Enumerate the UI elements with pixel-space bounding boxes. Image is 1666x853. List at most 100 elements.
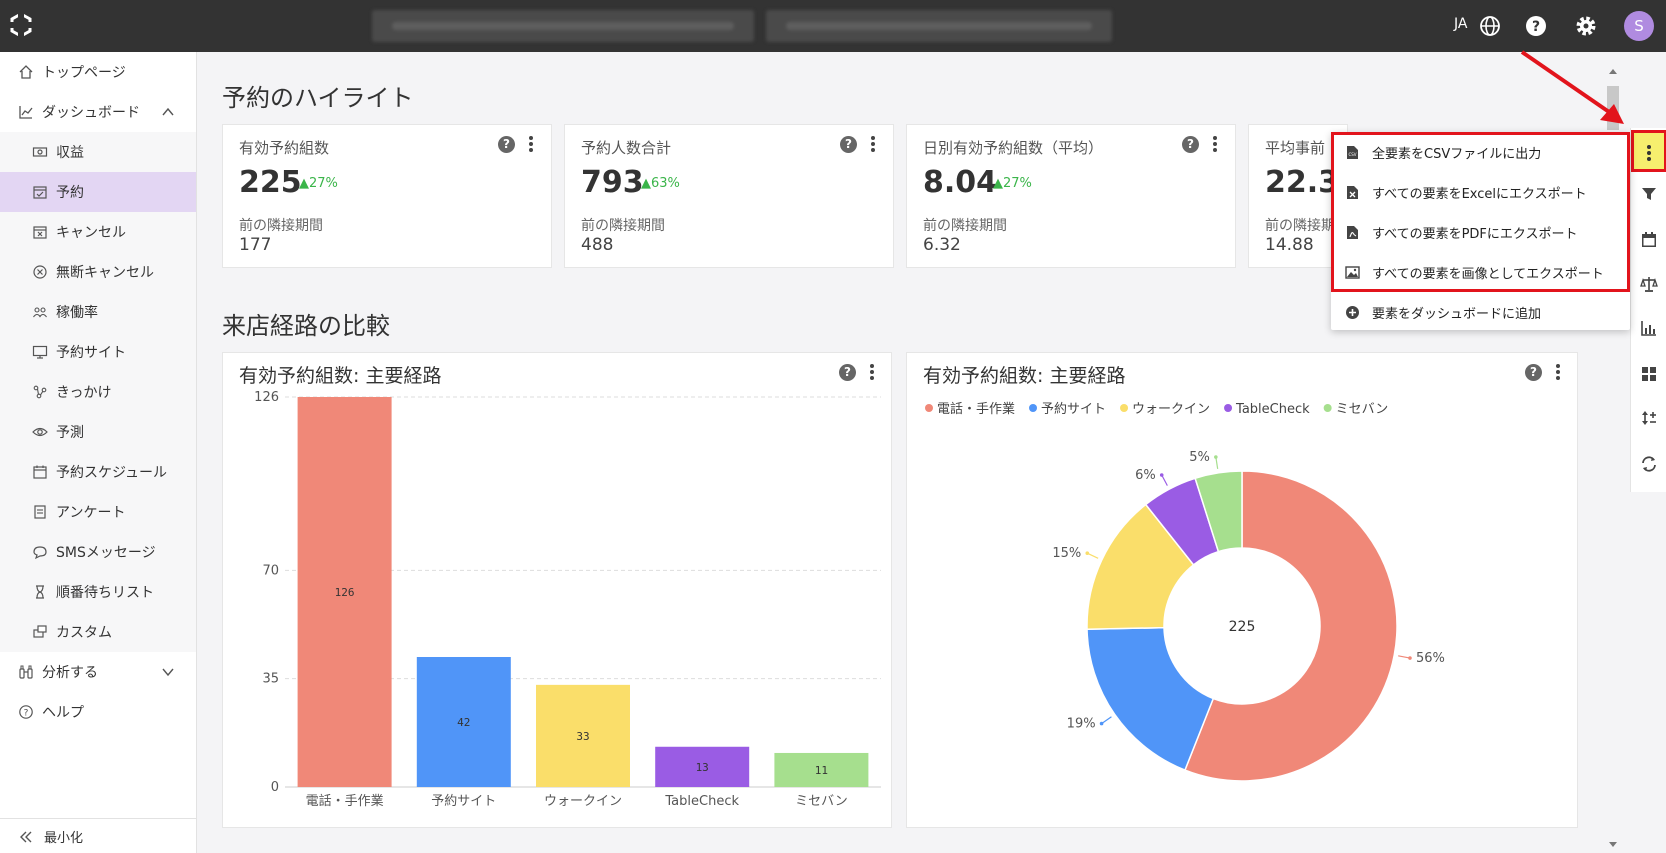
calendar-x-icon <box>33 226 47 239</box>
refresh-button[interactable] <box>1631 444 1666 484</box>
donut-slice[interactable] <box>1183 470 1398 782</box>
sidebar-item-label: きっかけ <box>56 385 112 401</box>
monitor-icon <box>32 345 48 359</box>
sidebar-item-forecast[interactable]: 予測 <box>0 412 196 452</box>
bar-chart-icon <box>1641 321 1656 336</box>
donut-slice[interactable] <box>1086 626 1215 772</box>
user-avatar[interactable]: S <box>1624 11 1654 41</box>
filter-button[interactable] <box>1631 174 1666 214</box>
menu-item-label: 要素をダッシュボードに追加 <box>1372 306 1542 322</box>
more-vertical-icon[interactable] <box>870 135 876 153</box>
sidebar-item-label: 分析する <box>42 665 98 681</box>
sidebar-item-cancel[interactable]: キャンセル <box>0 212 196 252</box>
highlights-title: 予約のハイライト <box>222 84 414 112</box>
calendar-button[interactable] <box>1631 220 1666 260</box>
sidebar-item-dashboard[interactable]: ダッシュボード <box>0 92 196 132</box>
top-bar: JA ? S <box>0 0 1666 52</box>
chevron-down-icon[interactable] <box>160 664 176 680</box>
donut-chart-card: 有効予約組数: 主要経路 ? 電話・手作業 予約サイト ウォークイン TableChe… <box>906 352 1578 828</box>
scroll-arrows-icon <box>1609 69 1617 847</box>
sidebar-item-reservations[interactable]: 予約 <box>0 172 196 212</box>
gear-icon[interactable] <box>1573 13 1599 39</box>
sidebar-item-help[interactable]: ? ヘルプ <box>0 692 196 732</box>
y-tick-label: 70 <box>262 563 279 578</box>
more-vertical-icon[interactable] <box>528 135 534 153</box>
blurred-selector-1[interactable] <box>372 10 754 42</box>
x-tick-label: 電話・手作業 <box>306 793 384 809</box>
sidebar-item-occupancy[interactable]: 稼働率 <box>0 292 196 332</box>
help-icon[interactable]: ? <box>839 364 856 381</box>
bar[interactable] <box>655 746 750 787</box>
language-label[interactable]: JA <box>1454 16 1468 32</box>
menu-item-export-excel[interactable]: すべての要素をExcelにエクスポート <box>1331 172 1630 212</box>
menu-item-export-image[interactable]: すべての要素を画像としてエクスポート <box>1331 252 1630 292</box>
sidebar-item-trigger[interactable]: きっかけ <box>0 372 196 412</box>
help-icon[interactable]: ? <box>840 136 857 153</box>
globe-icon[interactable] <box>1477 13 1503 39</box>
menu-item-export-pdf[interactable]: すべての要素をPDFにエクスポート <box>1331 212 1630 252</box>
sidebar-item-analyze[interactable]: 分析する <box>0 652 196 692</box>
bar[interactable] <box>416 657 511 787</box>
calendar-icon <box>1642 232 1656 247</box>
sidebar-item-survey[interactable]: アンケート <box>0 492 196 532</box>
legend-label[interactable]: ウォークイン <box>1132 402 1210 417</box>
legend-label[interactable]: TableCheck <box>1235 402 1310 417</box>
help-icon[interactable]: ? <box>498 136 515 153</box>
sidebar-item-custom[interactable]: カスタム <box>0 612 196 652</box>
right-toolbar <box>1630 128 1666 492</box>
label-leader <box>1398 655 1411 659</box>
sidebar-item-schedule[interactable]: 予約スケジュール <box>0 452 196 492</box>
blurred-selector-2[interactable] <box>766 10 1112 42</box>
legend-label[interactable]: 電話・手作業 <box>937 401 1015 417</box>
sidebar-item-booking-site[interactable]: 予約サイト <box>0 332 196 372</box>
chat-icon <box>33 546 47 560</box>
kpi-label: 平均事前 <box>1265 139 1326 157</box>
bar[interactable] <box>774 752 869 787</box>
more-vertical-icon[interactable] <box>869 363 875 381</box>
label-leader <box>1101 716 1112 725</box>
excel-file-icon <box>1347 185 1358 199</box>
minimize-button[interactable]: 最小化 <box>0 818 196 853</box>
bar[interactable] <box>536 684 630 787</box>
more-vertical-icon[interactable] <box>1555 363 1561 381</box>
sidebar-item-no-show[interactable]: 無断キャンセル <box>0 252 196 292</box>
menu-item-export-csv[interactable]: CSV 全要素をCSVファイルに出力 <box>1331 132 1630 172</box>
more-options-button[interactable] <box>1631 130 1666 172</box>
label-dot <box>1408 656 1412 660</box>
slice-percent-label: 56% <box>1416 651 1445 666</box>
sidebar-item-sms[interactable]: SMSメッセージ <box>0 532 196 572</box>
help-icon[interactable]: ? <box>1182 136 1199 153</box>
kpi-card: 日別有効予約組数（平均） ? 8.04 ▲27% 前の隣接期間 6.32 <box>906 124 1236 268</box>
scrollbar[interactable] <box>1606 66 1620 850</box>
label-leader <box>1215 456 1219 469</box>
sidebar-item-label: ヘルプ <box>42 705 84 721</box>
sort-button[interactable] <box>1631 398 1666 438</box>
legend-label[interactable]: 予約サイト <box>1041 402 1106 417</box>
x-tick-label: ウォークイン <box>544 794 622 809</box>
hourglass-icon <box>36 585 44 599</box>
bar[interactable] <box>297 397 392 787</box>
kpi-delta: ▲63% <box>641 176 680 191</box>
bar-value-label: 42 <box>457 716 470 729</box>
sidebar-item-revenue[interactable]: 収益 <box>0 132 196 172</box>
legend-swatch <box>1323 404 1332 412</box>
layout-button[interactable] <box>1631 354 1666 394</box>
more-vertical-icon[interactable] <box>1212 135 1218 153</box>
menu-item-add-to-dashboard[interactable]: 要素をダッシュボードに追加 <box>1331 292 1630 332</box>
app-logo-icon[interactable] <box>8 12 34 38</box>
legend-swatch <box>925 404 933 412</box>
label-dot <box>1214 455 1218 459</box>
sidebar-item-label: 稼働率 <box>56 305 98 321</box>
chevron-up-icon[interactable] <box>160 104 176 120</box>
calendar-check-icon <box>33 186 47 199</box>
sidebar-item-waitlist[interactable]: 順番待ちリスト <box>0 572 196 612</box>
help-icon[interactable]: ? <box>1523 13 1549 39</box>
help-icon[interactable]: ? <box>1525 364 1542 381</box>
chart-type-button[interactable] <box>1631 308 1666 348</box>
legend-label[interactable]: ミセバン <box>1336 402 1389 417</box>
slice-percent-label: 15% <box>1052 546 1081 561</box>
sidebar-item-top-page[interactable]: トップページ <box>0 52 196 92</box>
compare-button[interactable] <box>1631 264 1666 304</box>
donut-slice[interactable] <box>1194 470 1243 553</box>
legend-swatch <box>1029 404 1038 412</box>
